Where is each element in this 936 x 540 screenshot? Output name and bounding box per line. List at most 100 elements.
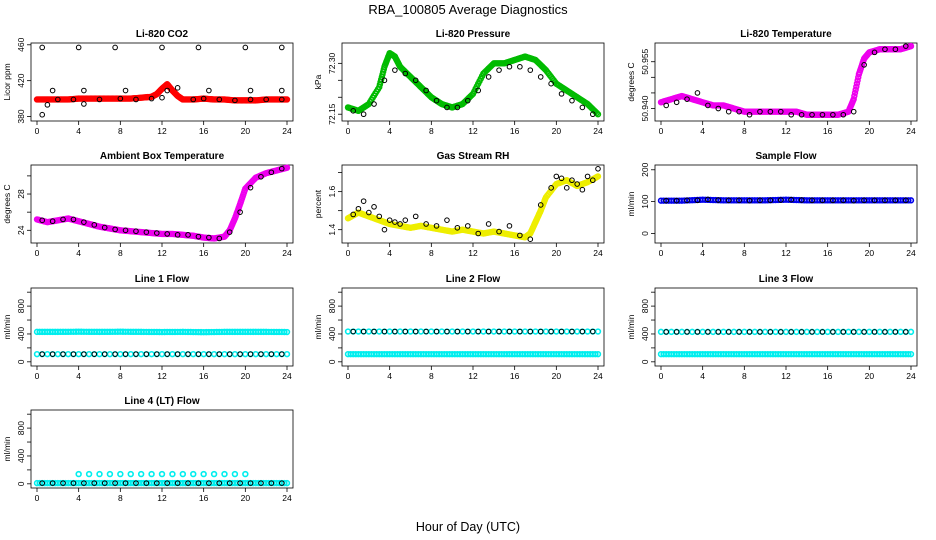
x-tick-label: 12: [157, 493, 167, 503]
data-point: [281, 479, 288, 487]
x-tick-label: 16: [823, 126, 833, 136]
data-point: [563, 185, 570, 191]
x-tick-label: 4: [700, 126, 705, 136]
y-tick-label: 800: [16, 299, 26, 313]
data-point: [663, 329, 670, 335]
data-point: [371, 101, 377, 107]
x-tick-label: 12: [781, 248, 791, 258]
panel-2: Li-820 Pressure 0 4 8 12 16 20 24 72.15 72.30 kPa: [313, 29, 605, 136]
data-point: [148, 95, 155, 102]
series-fine: [33, 470, 291, 487]
data-point: [501, 328, 508, 335]
data-point: [268, 169, 275, 176]
x-tick-label: 16: [510, 126, 520, 136]
data-point: [850, 197, 857, 204]
data-point: [273, 350, 280, 358]
x-tick-label: 4: [387, 248, 392, 258]
x-tick-label: 0: [659, 371, 664, 381]
series-fine_upper: [657, 328, 915, 336]
data-point: [96, 96, 103, 103]
data-point: [350, 108, 357, 114]
data-point: [262, 350, 270, 358]
data-point: [553, 173, 560, 180]
data-point: [907, 350, 915, 358]
y-axis-label: ml/min: [2, 314, 12, 339]
data-point: [814, 328, 821, 336]
panel-3: Li-820 Temperature 0 4 8 12 16 20 24 50.940 50.95…: [626, 29, 918, 136]
data-point: [594, 328, 602, 335]
data-point: [485, 74, 492, 80]
data-point: [200, 470, 207, 478]
x-tick-label: 4: [387, 371, 392, 381]
x-tick-label: 24: [282, 371, 292, 381]
series-averages: [39, 165, 285, 242]
x-tick-label: 20: [865, 248, 875, 258]
y-axis-label: kPa: [313, 74, 323, 89]
data-point: [433, 223, 440, 229]
data-point: [185, 351, 191, 357]
data-point: [407, 328, 414, 335]
data-point: [423, 87, 429, 94]
data-point: [876, 328, 883, 336]
data-point: [809, 111, 815, 118]
data-point: [777, 329, 784, 335]
y-axis-label: degrees C: [626, 62, 636, 101]
y-tick-label: 400: [16, 327, 26, 341]
y-tick-label: 100: [640, 194, 650, 208]
data-point: [746, 329, 753, 335]
data-point: [854, 77, 861, 84]
data-point: [454, 224, 461, 231]
y-tick-label: 0: [327, 359, 337, 364]
data-point: [281, 328, 288, 336]
series-averages: [39, 480, 285, 486]
series-fine_upper: [33, 328, 291, 336]
data-point: [96, 470, 103, 478]
data-point: [206, 234, 212, 241]
data-point: [366, 209, 372, 216]
data-point: [521, 328, 529, 335]
data-point: [579, 104, 586, 111]
x-tick-label: 0: [35, 126, 40, 136]
data-point: [709, 328, 717, 336]
y-tick-label: 380: [16, 109, 26, 123]
data-point: [216, 480, 223, 486]
panel-title: Line 1 Flow: [135, 274, 190, 285]
panel-7: Line 1 Flow 0 4 8 12 16 20 24 0 400 800 ml/min: [2, 274, 294, 381]
data-point: [60, 216, 66, 223]
data-point: [819, 329, 826, 335]
data-point: [537, 202, 544, 208]
data-point: [278, 165, 285, 172]
series-fine_lower: [657, 350, 915, 358]
data-point: [902, 329, 909, 335]
data-point: [376, 328, 383, 335]
data-point: [548, 328, 554, 335]
y-tick-label: 24: [16, 225, 26, 235]
x-tick-label: 8: [742, 371, 747, 381]
data-point: [127, 350, 134, 358]
x-tick-label: 24: [282, 248, 292, 258]
data-point: [412, 328, 419, 335]
y-tick-label: 50.940: [640, 95, 650, 121]
data-point: [158, 350, 166, 358]
data-point: [853, 83, 860, 90]
data-point: [216, 96, 223, 103]
data-point: [840, 111, 847, 118]
y-axis-label: Licor ppm: [2, 63, 12, 100]
data-point: [595, 166, 601, 172]
data-point: [584, 173, 591, 180]
data-point: [423, 221, 429, 227]
data-point: [777, 108, 784, 115]
data-point: [548, 185, 554, 191]
data-point: [845, 328, 852, 336]
data-point: [216, 235, 223, 242]
data-point: [278, 96, 285, 103]
data-point: [60, 351, 66, 357]
data-point: [454, 104, 461, 111]
panel-8: Line 2 Flow 0 4 8 12 16 20 24 0 400 800 ml/min: [313, 274, 605, 381]
data-point: [684, 96, 690, 102]
x-tick-label: 8: [118, 493, 123, 503]
data-point: [39, 44, 46, 51]
data-point: [715, 105, 722, 112]
panel-title: Line 4 (LT) Flow: [124, 396, 200, 407]
